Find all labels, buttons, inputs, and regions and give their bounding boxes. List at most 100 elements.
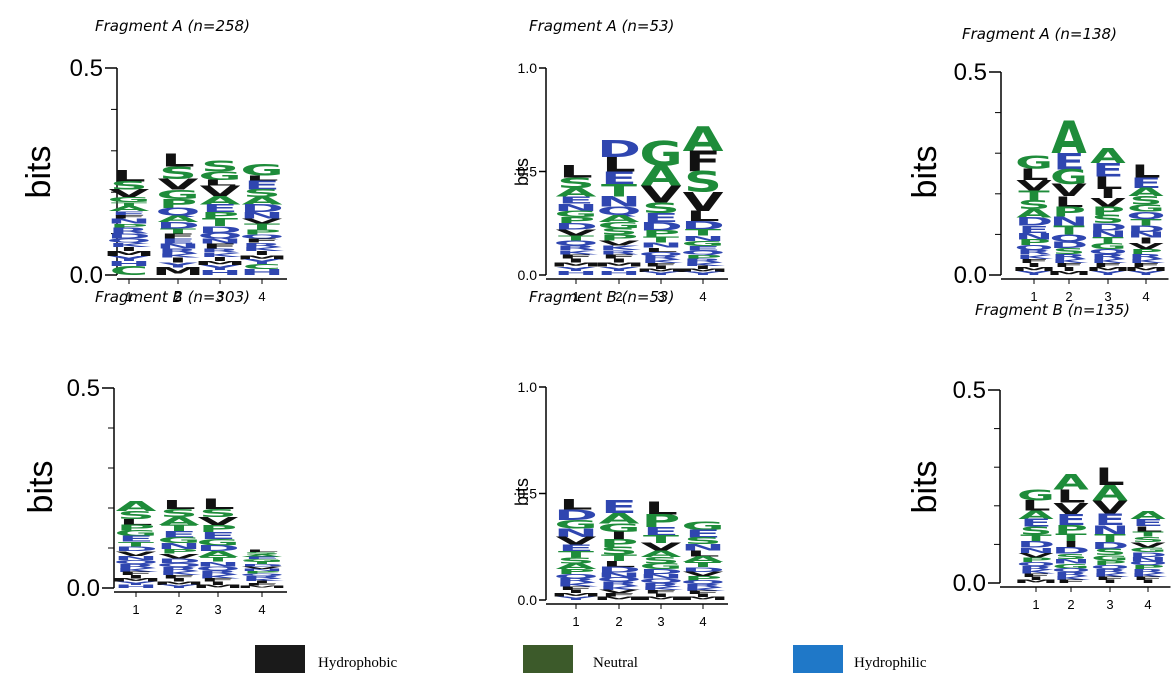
logo-letter: K [158, 252, 202, 259]
logo-letter: F [1130, 262, 1161, 268]
logo-letter: N [157, 542, 201, 551]
x-tick-label: 3 [1106, 597, 1113, 612]
logo-letter: P [1131, 564, 1165, 570]
logo-letter: R [1053, 571, 1088, 577]
logo-letter: Y [555, 596, 596, 601]
logo-letter: K [683, 587, 727, 592]
logo-letter: T [558, 234, 594, 243]
logo-letter: L [1056, 487, 1085, 508]
logo-letter: K [641, 259, 685, 264]
logo-letter: M [1013, 579, 1059, 584]
logo-letter: K [1053, 575, 1091, 581]
logo-letter: S [243, 551, 281, 555]
logo-letter: Q [554, 239, 599, 247]
logo-letter: N [597, 194, 641, 211]
logo-letter: R [641, 255, 682, 261]
logo-letter: P [557, 568, 596, 576]
logo-letter: P [1019, 556, 1053, 563]
logo-letter: E [685, 245, 721, 252]
logo-letter: I [566, 257, 586, 264]
logo-letter: Q [196, 565, 241, 571]
logo-letter: A [1128, 186, 1164, 199]
legend-label-hydrophobic: Hydrophobic [318, 655, 397, 671]
logo-letter: F [643, 589, 679, 594]
logo-letter: I [651, 265, 671, 270]
x-tick-label: 4 [1144, 597, 1151, 612]
logo-letter: A [641, 160, 682, 193]
x-tick-label: 3 [657, 289, 664, 304]
logo-letter: Y [157, 261, 198, 269]
x-tick-label: 1 [1032, 597, 1039, 612]
logo-letter: N [1015, 231, 1053, 242]
logo-letter: D [639, 568, 683, 576]
logo-letter: A [556, 562, 597, 571]
logo-letter: E [1130, 175, 1161, 192]
logo-letter: L [686, 208, 720, 225]
logo-letter: V [556, 535, 598, 547]
logo-letter: D [1015, 215, 1053, 228]
logo-letter: F [1018, 258, 1049, 264]
logo-letter: P [1017, 238, 1051, 247]
logo-letter: F [244, 237, 280, 244]
logo-letter: Q [597, 205, 642, 218]
logo-letter: G [554, 209, 597, 219]
y-tick-label: 0.0 [67, 575, 100, 602]
logo-letter: A [1092, 481, 1128, 505]
logo-letter: Q [1017, 561, 1056, 567]
logo-letter: K [599, 585, 643, 591]
logo-letter: N [681, 234, 725, 242]
logo-letter: D [597, 136, 641, 163]
legend-swatch-hydrophobic [255, 645, 305, 673]
logo-letter: H [114, 584, 158, 589]
logo-letter: Q [1015, 244, 1054, 252]
logo-letter: A [1053, 471, 1089, 495]
logo-letter: D [554, 222, 598, 232]
logo-letter: I [1101, 579, 1118, 584]
logo-letter: I [208, 581, 228, 586]
y-tick-label: 0.0 [953, 570, 986, 597]
logo-letter: M [153, 581, 206, 586]
logo-letter: A [1130, 509, 1166, 521]
logo-letter: A [1018, 508, 1054, 522]
logo-letter: T [601, 553, 637, 563]
logo-letter: V [683, 187, 724, 217]
logo-letter: V [242, 566, 283, 570]
logo-letter: Q [107, 237, 152, 244]
logo-letter: G [639, 135, 682, 174]
logo-letter: I [693, 265, 713, 270]
logo-letter: G [1052, 563, 1090, 570]
x-tick-label: 1 [125, 289, 132, 304]
x-tick-label: 4 [258, 602, 265, 617]
logo-letter: E [1020, 517, 1051, 529]
logo-letter: Y [115, 581, 156, 586]
logo-letter: I [119, 246, 139, 253]
logo-letter: K [242, 578, 286, 582]
y-tick-label: 0.5 [518, 164, 538, 180]
logo-letter: V [116, 550, 157, 558]
logo-letter: S [1019, 525, 1052, 537]
logo-letter: N [554, 202, 598, 213]
logo-letter: V [1053, 500, 1089, 519]
logo-letter: A [158, 214, 200, 225]
logo-letter: E [161, 529, 197, 539]
logo-letter: S [1131, 535, 1164, 544]
logo-letter: N [597, 571, 641, 579]
logo-letter: L [602, 154, 636, 177]
logo-letter: I [1139, 579, 1156, 584]
logo-letter: N [1091, 523, 1129, 538]
y-tick-label: 0.0 [518, 267, 538, 283]
logo-letter: G [597, 522, 640, 535]
logo-letter: E [160, 237, 196, 245]
logo-letter: R [599, 249, 640, 256]
logo-letter: K [641, 586, 685, 591]
y-tick-label: 0.5 [953, 377, 986, 404]
logo-letter: S [600, 545, 638, 557]
logo-letter: M [635, 268, 688, 273]
panel-title: Fragment B (n=53) [529, 288, 674, 306]
logo-letter: L [1021, 498, 1050, 514]
